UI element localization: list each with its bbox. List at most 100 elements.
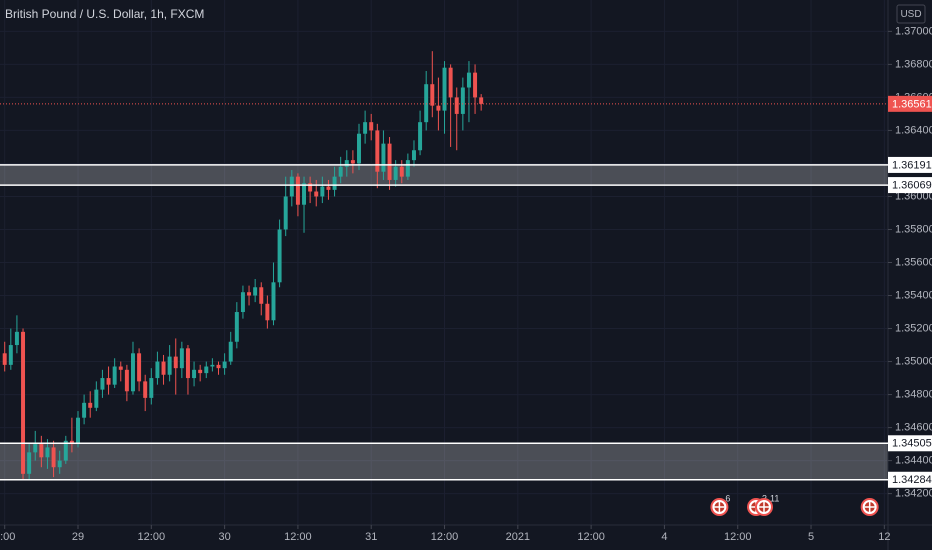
x-tick-label: 2021 bbox=[506, 531, 530, 543]
currency: USD bbox=[900, 9, 921, 20]
candle-body bbox=[161, 361, 166, 375]
candle-body bbox=[179, 348, 184, 369]
candle-body bbox=[387, 143, 392, 180]
candle-body bbox=[192, 369, 197, 379]
level-badge bbox=[888, 435, 932, 452]
event-icon-cross bbox=[714, 502, 725, 512]
currency-box[interactable] bbox=[896, 4, 926, 24]
y-tick-label: 1.34600 bbox=[895, 422, 932, 434]
candle-body bbox=[167, 356, 172, 375]
candle-body bbox=[234, 312, 239, 342]
event-count: 6 bbox=[725, 493, 730, 503]
candle-body bbox=[479, 97, 484, 104]
candle-body bbox=[39, 444, 44, 458]
x-tick-label: 30 bbox=[218, 531, 230, 543]
candle-body bbox=[259, 287, 264, 304]
plot bbox=[0, 0, 888, 525]
y-tick-label: 1.34200 bbox=[895, 488, 932, 500]
candle-body bbox=[357, 133, 361, 164]
x-tick-label: 12 bbox=[878, 531, 890, 543]
candle-body bbox=[222, 361, 227, 369]
x-tick-label: 5 bbox=[808, 531, 814, 543]
y-tick-label: 1.35000 bbox=[895, 355, 932, 367]
y-tick-label: 1.35400 bbox=[895, 289, 932, 301]
candle-body bbox=[405, 160, 410, 177]
candle-body bbox=[393, 166, 398, 180]
event-flag[interactable]: 11 bbox=[754, 493, 779, 516]
y-tick-label: 1.34800 bbox=[895, 388, 932, 400]
x-tick-label: 12:00 bbox=[724, 531, 752, 543]
y-tick-label: 1.35600 bbox=[895, 256, 932, 268]
event-icon-cross bbox=[864, 502, 875, 512]
x-tick-label: 2:00 bbox=[0, 531, 15, 543]
candle-body bbox=[271, 282, 276, 321]
candle-body bbox=[418, 122, 423, 151]
candle-body bbox=[295, 176, 300, 205]
candle-body bbox=[363, 122, 368, 134]
candle-body bbox=[277, 229, 282, 283]
level-label: 1.36069 bbox=[892, 179, 932, 191]
candle-body bbox=[302, 183, 307, 205]
x-tick-label: 29 bbox=[72, 531, 84, 543]
candle-body bbox=[143, 381, 148, 398]
candle-body bbox=[112, 366, 117, 385]
last-price-label: 1.36561 bbox=[892, 98, 932, 110]
candle-body bbox=[118, 366, 123, 370]
candle-body bbox=[228, 341, 233, 362]
candle-body bbox=[106, 378, 111, 385]
candle-body bbox=[2, 353, 7, 365]
x-tick-label: 4 bbox=[661, 531, 667, 543]
x-tick-label: 12:00 bbox=[431, 531, 459, 543]
candle-body bbox=[369, 122, 374, 131]
x-tick-label: 12:00 bbox=[284, 531, 312, 543]
candle-body bbox=[82, 402, 87, 418]
candle-body bbox=[326, 186, 331, 190]
candle-body bbox=[216, 364, 221, 369]
candle-body bbox=[210, 364, 215, 367]
level-label: 1.36191 bbox=[892, 159, 932, 171]
candle-body bbox=[265, 303, 270, 321]
candle-body bbox=[430, 84, 435, 106]
event-flag[interactable] bbox=[860, 498, 879, 516]
candle-body bbox=[100, 378, 105, 390]
candle-body bbox=[240, 292, 245, 313]
level-badge bbox=[888, 156, 932, 173]
candle-body bbox=[308, 183, 313, 192]
candle-body bbox=[448, 67, 453, 98]
candle-body bbox=[454, 97, 459, 114]
candle-body bbox=[289, 176, 294, 197]
candle-body bbox=[14, 331, 19, 346]
x-tick-label: 12:00 bbox=[577, 531, 605, 543]
zone bbox=[0, 443, 888, 480]
candle-body bbox=[466, 72, 471, 88]
candle-body bbox=[473, 72, 478, 98]
candle-body bbox=[350, 160, 355, 164]
level-badge bbox=[888, 471, 932, 488]
level-label: 1.34505 bbox=[892, 438, 932, 450]
candle-body bbox=[399, 166, 404, 177]
event-flag[interactable]: 6 bbox=[710, 493, 730, 516]
candle-body bbox=[442, 67, 447, 111]
candle-body bbox=[381, 143, 386, 172]
candle-body bbox=[185, 348, 190, 379]
y-tick-label: 1.36000 bbox=[895, 190, 932, 202]
candle-body bbox=[283, 196, 288, 230]
zone bbox=[0, 164, 888, 186]
y-tick-label: 1.37000 bbox=[895, 25, 932, 37]
candle-body bbox=[130, 353, 135, 392]
y-tick-label: 1.35800 bbox=[895, 223, 932, 235]
x-tick-label: 31 bbox=[365, 531, 377, 543]
candle-body bbox=[247, 292, 252, 296]
candle-body bbox=[424, 84, 429, 123]
candle-body bbox=[149, 378, 154, 398]
y-tick-label: 1.34400 bbox=[895, 455, 932, 467]
candle-body bbox=[57, 460, 62, 468]
candle-body bbox=[63, 440, 68, 461]
candle-body bbox=[198, 369, 203, 374]
chart-title: British Pound / U.S. Dollar, 1h, FXCM bbox=[5, 7, 204, 21]
candle-body bbox=[173, 356, 178, 369]
event-count: 11 bbox=[770, 493, 779, 503]
